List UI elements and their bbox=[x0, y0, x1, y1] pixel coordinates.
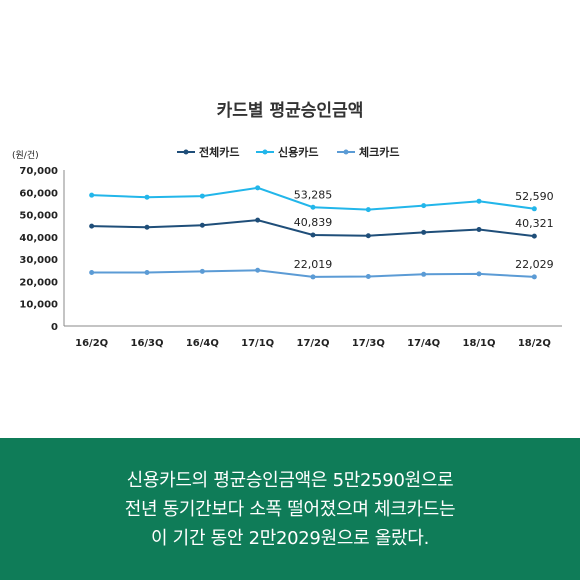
x-tick-label: 18/1Q bbox=[462, 338, 495, 349]
data-point bbox=[310, 232, 316, 238]
y-tick-label: 60,000 bbox=[19, 188, 58, 199]
data-point bbox=[199, 268, 205, 274]
x-tick-label: 16/2Q bbox=[75, 338, 108, 349]
y-tick-label: 50,000 bbox=[19, 211, 58, 222]
y-tick-label: 10,000 bbox=[19, 300, 58, 311]
legend: 전체카드 신용카드 체크카드 bbox=[177, 145, 399, 159]
caption-line-2: 전년 동기간보다 소폭 떨어졌으며 체크카드는 bbox=[124, 498, 456, 520]
line-chart: 카드별 평균승인금액 (원/건) 전체카드 신용카드 체크카드 0 10,000 20,… bbox=[12, 101, 562, 349]
x-tick-label: 17/2Q bbox=[296, 338, 329, 349]
legend-entry: 전체카드 bbox=[199, 145, 239, 159]
data-point bbox=[421, 229, 427, 235]
y-tick-label: 0 bbox=[51, 322, 58, 333]
data-point bbox=[531, 206, 537, 212]
data-point bbox=[255, 267, 261, 273]
chart-area: 카드별 평균승인금액 (원/건) 전체카드 신용카드 체크카드 0 10,000 20,… bbox=[12, 101, 562, 349]
data-point bbox=[89, 223, 95, 229]
legend-entry: 체크카드 bbox=[359, 145, 399, 159]
data-labels: 53,285 52,590 40,839 40,321 22,019 22,029 bbox=[294, 188, 554, 271]
data-label: 40,321 bbox=[515, 217, 554, 230]
legend-swatch-marker bbox=[343, 149, 349, 155]
y-tick-label: 30,000 bbox=[19, 255, 58, 266]
data-label: 53,285 bbox=[294, 188, 333, 201]
legend-swatch-marker bbox=[183, 149, 189, 155]
caption-line-3: 이 기간 동안 2만2029원으로 올랐다. bbox=[151, 527, 429, 549]
x-tick-label: 16/3Q bbox=[130, 338, 163, 349]
data-point bbox=[365, 274, 371, 280]
x-tick-label: 17/4Q bbox=[407, 338, 440, 349]
x-tick-label: 17/1Q bbox=[241, 338, 274, 349]
data-point bbox=[476, 271, 482, 277]
data-point bbox=[365, 233, 371, 239]
y-tick-label: 70,000 bbox=[19, 166, 58, 177]
x-tick-label: 16/4Q bbox=[186, 338, 219, 349]
data-point bbox=[476, 227, 482, 233]
data-point bbox=[89, 270, 95, 276]
x-tick-label: 18/2Q bbox=[518, 338, 551, 349]
data-point bbox=[421, 203, 427, 209]
data-point bbox=[199, 222, 205, 228]
data-point bbox=[421, 271, 427, 277]
caption-box: 신용카드의 평균승인금액은 5만2590원으로 전년 동기간보다 소폭 떨어졌으… bbox=[0, 438, 580, 580]
data-label: 52,590 bbox=[515, 190, 554, 203]
data-point bbox=[255, 185, 261, 191]
legend-swatch-marker bbox=[262, 149, 268, 155]
series-layer bbox=[89, 185, 537, 280]
spacer bbox=[0, 372, 580, 438]
data-point bbox=[144, 194, 150, 200]
data-point bbox=[89, 192, 95, 198]
data-point bbox=[531, 233, 537, 239]
data-label: 40,839 bbox=[294, 216, 333, 229]
chart-title: 카드별 평균승인금액 bbox=[217, 101, 364, 121]
data-point bbox=[365, 207, 371, 213]
caption-line-1: 신용카드의 평균승인금액은 5만2590원으로 bbox=[126, 469, 454, 491]
legend-entry: 신용카드 bbox=[278, 145, 318, 159]
data-point bbox=[476, 198, 482, 204]
y-tick-label: 40,000 bbox=[19, 233, 58, 244]
data-point bbox=[531, 274, 537, 280]
data-point bbox=[255, 217, 261, 223]
x-tick-label: 17/3Q bbox=[352, 338, 385, 349]
data-point bbox=[310, 274, 316, 280]
data-label: 22,019 bbox=[294, 258, 333, 271]
axes: 0 10,000 20,000 30,000 40,000 50,000 60,000 70,… bbox=[19, 166, 562, 349]
data-point bbox=[199, 193, 205, 199]
data-point bbox=[144, 270, 150, 276]
y-tick-label: 20,000 bbox=[19, 277, 58, 288]
y-axis-unit: (원/건) bbox=[12, 150, 39, 161]
data-label: 22,029 bbox=[515, 258, 554, 271]
data-point bbox=[310, 204, 316, 210]
data-point bbox=[144, 224, 150, 230]
